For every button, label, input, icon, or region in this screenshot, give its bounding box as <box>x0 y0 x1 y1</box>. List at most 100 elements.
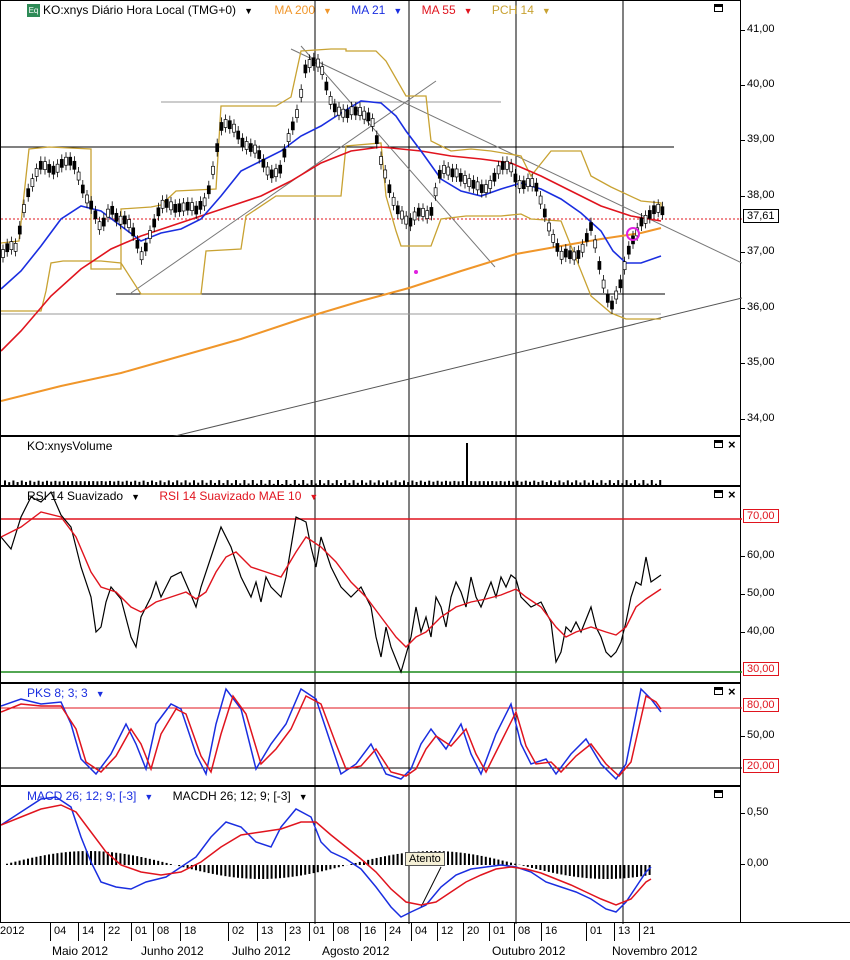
histogram-bar <box>586 865 588 878</box>
legend-ma21[interactable]: MA 21 <box>351 3 385 17</box>
candle-body <box>585 233 588 241</box>
candle-body <box>287 134 290 142</box>
candle-body <box>10 242 13 250</box>
volume-plot[interactable]: KO:xnysVolume × <box>0 436 741 486</box>
histogram-bar <box>65 852 67 865</box>
caret-down-icon[interactable]: ▼ <box>393 6 402 16</box>
maximize-pane-icon[interactable] <box>714 687 723 695</box>
maximize-pane-icon[interactable] <box>714 790 723 798</box>
caret-down-icon[interactable]: ▼ <box>309 492 318 502</box>
histogram-bar <box>271 865 273 879</box>
histogram-bar <box>19 861 21 865</box>
histogram-bar <box>628 865 630 878</box>
candle-body <box>279 165 282 173</box>
histogram-bar <box>321 865 323 871</box>
candle-body <box>52 166 55 174</box>
day-tick <box>639 923 640 941</box>
caret-down-icon[interactable]: ▼ <box>96 689 105 699</box>
caret-down-icon[interactable]: ▼ <box>542 6 551 16</box>
histogram-bar <box>447 851 449 865</box>
histogram-bar <box>334 865 336 868</box>
candle-body <box>195 206 198 214</box>
caret-down-icon[interactable]: ▼ <box>144 792 153 802</box>
candle-body <box>350 107 353 115</box>
histogram-bar <box>523 865 525 866</box>
macdh-title[interactable]: MACDH 26; 12; 9; [-3] <box>173 789 291 803</box>
histogram-bar <box>636 865 638 877</box>
histogram-bar <box>392 855 394 865</box>
histogram-bar <box>56 853 58 865</box>
day-label: 14 <box>82 925 94 937</box>
rsi-plot[interactable]: RSI 14 Suavizado ▼ RSI 14 Suavizado MAE 1… <box>0 486 741 683</box>
candle-body <box>270 170 273 178</box>
maximize-pane-icon[interactable] <box>714 4 723 12</box>
candle-body <box>56 164 59 172</box>
day-label: 16 <box>545 925 557 937</box>
rsi-title[interactable]: RSI 14 Suavizado <box>27 489 123 503</box>
candle-body <box>480 185 483 193</box>
candle-body <box>611 301 614 309</box>
candle-body <box>207 186 210 194</box>
close-icon[interactable]: × <box>728 684 736 699</box>
candle-body <box>237 131 240 139</box>
candle-body <box>258 151 261 159</box>
atento-annotation[interactable]: Atento <box>405 852 445 866</box>
macd-plot[interactable]: MACD 26; 12; 9; [-3] ▼ MACDH 26; 12; 9; [… <box>0 786 741 923</box>
candle-body <box>2 250 5 258</box>
close-icon[interactable]: × <box>728 487 736 502</box>
pks-plot[interactable]: PKS 8; 3; 3 ▼ × <box>0 683 741 786</box>
histogram-bar <box>371 859 373 865</box>
chart-title[interactable]: KO:xnys Diário Hora Local (TMG+0) <box>43 3 236 17</box>
caret-down-icon[interactable]: ▼ <box>299 792 308 802</box>
histogram-bar <box>237 865 239 878</box>
candle-body <box>661 207 664 215</box>
caret-down-icon[interactable]: ▼ <box>244 6 253 16</box>
candle-body <box>434 188 437 196</box>
histogram-bar <box>590 865 592 878</box>
rsi-legend: RSI 14 Suavizado ▼ RSI 14 Suavizado MAE 1… <box>27 489 326 503</box>
legend-ma55[interactable]: MA 55 <box>422 3 456 17</box>
histogram-bar <box>98 851 100 865</box>
legend-ma200[interactable]: MA 200 <box>274 3 315 17</box>
candle-body <box>543 209 546 217</box>
histogram-bar <box>124 854 126 865</box>
candle-body <box>359 107 362 115</box>
price-axis: 41,00 40,00 39,00 38,00 37,00 36,00 35,0… <box>741 0 850 436</box>
candle-body <box>430 207 433 215</box>
caret-down-icon[interactable]: ▼ <box>131 492 140 502</box>
histogram-bar <box>203 865 205 872</box>
macd-title[interactable]: MACD 26; 12; 9; [-3] <box>27 789 136 803</box>
maximize-pane-icon[interactable] <box>714 490 723 498</box>
price-pane: Eq KO:xnys Diário Hora Local (TMG+0) ▼ MA… <box>0 0 850 436</box>
candle-body <box>228 121 231 129</box>
caret-down-icon[interactable]: ▼ <box>464 6 473 16</box>
histogram-bar <box>296 865 298 876</box>
price-plot[interactable]: Eq KO:xnys Diário Hora Local (TMG+0) ▼ MA… <box>0 0 741 436</box>
price-chart <box>1 1 742 437</box>
candle-body <box>35 168 38 176</box>
candle-body <box>506 161 509 169</box>
pks-title[interactable]: PKS 8; 3; 3 <box>27 686 88 700</box>
histogram-bar <box>224 865 226 876</box>
histogram-bar <box>350 864 352 865</box>
day-label: 01 <box>135 925 147 937</box>
histogram-bar <box>216 865 218 875</box>
day-tick <box>437 923 438 941</box>
histogram-bar <box>287 865 289 877</box>
rsi-mae-title[interactable]: RSI 14 Suavizado MAE 10 <box>159 489 301 503</box>
candle-body <box>518 180 521 188</box>
candle-body <box>98 222 101 230</box>
close-icon[interactable]: × <box>728 437 736 452</box>
candle-body <box>396 206 399 214</box>
candle-body <box>535 183 538 191</box>
legend-pch14[interactable]: PCH 14 <box>492 3 534 17</box>
volume-title[interactable]: KO:xnysVolume <box>27 439 112 453</box>
day-tick <box>228 923 229 941</box>
caret-down-icon[interactable]: ▼ <box>323 6 332 16</box>
candle-body <box>325 82 328 90</box>
day-label: 01 <box>493 925 505 937</box>
day-label: 23 <box>289 925 301 937</box>
maximize-pane-icon[interactable] <box>714 440 723 448</box>
symbol-badge-icon[interactable]: Eq <box>27 4 40 17</box>
histogram-bar <box>6 864 8 865</box>
